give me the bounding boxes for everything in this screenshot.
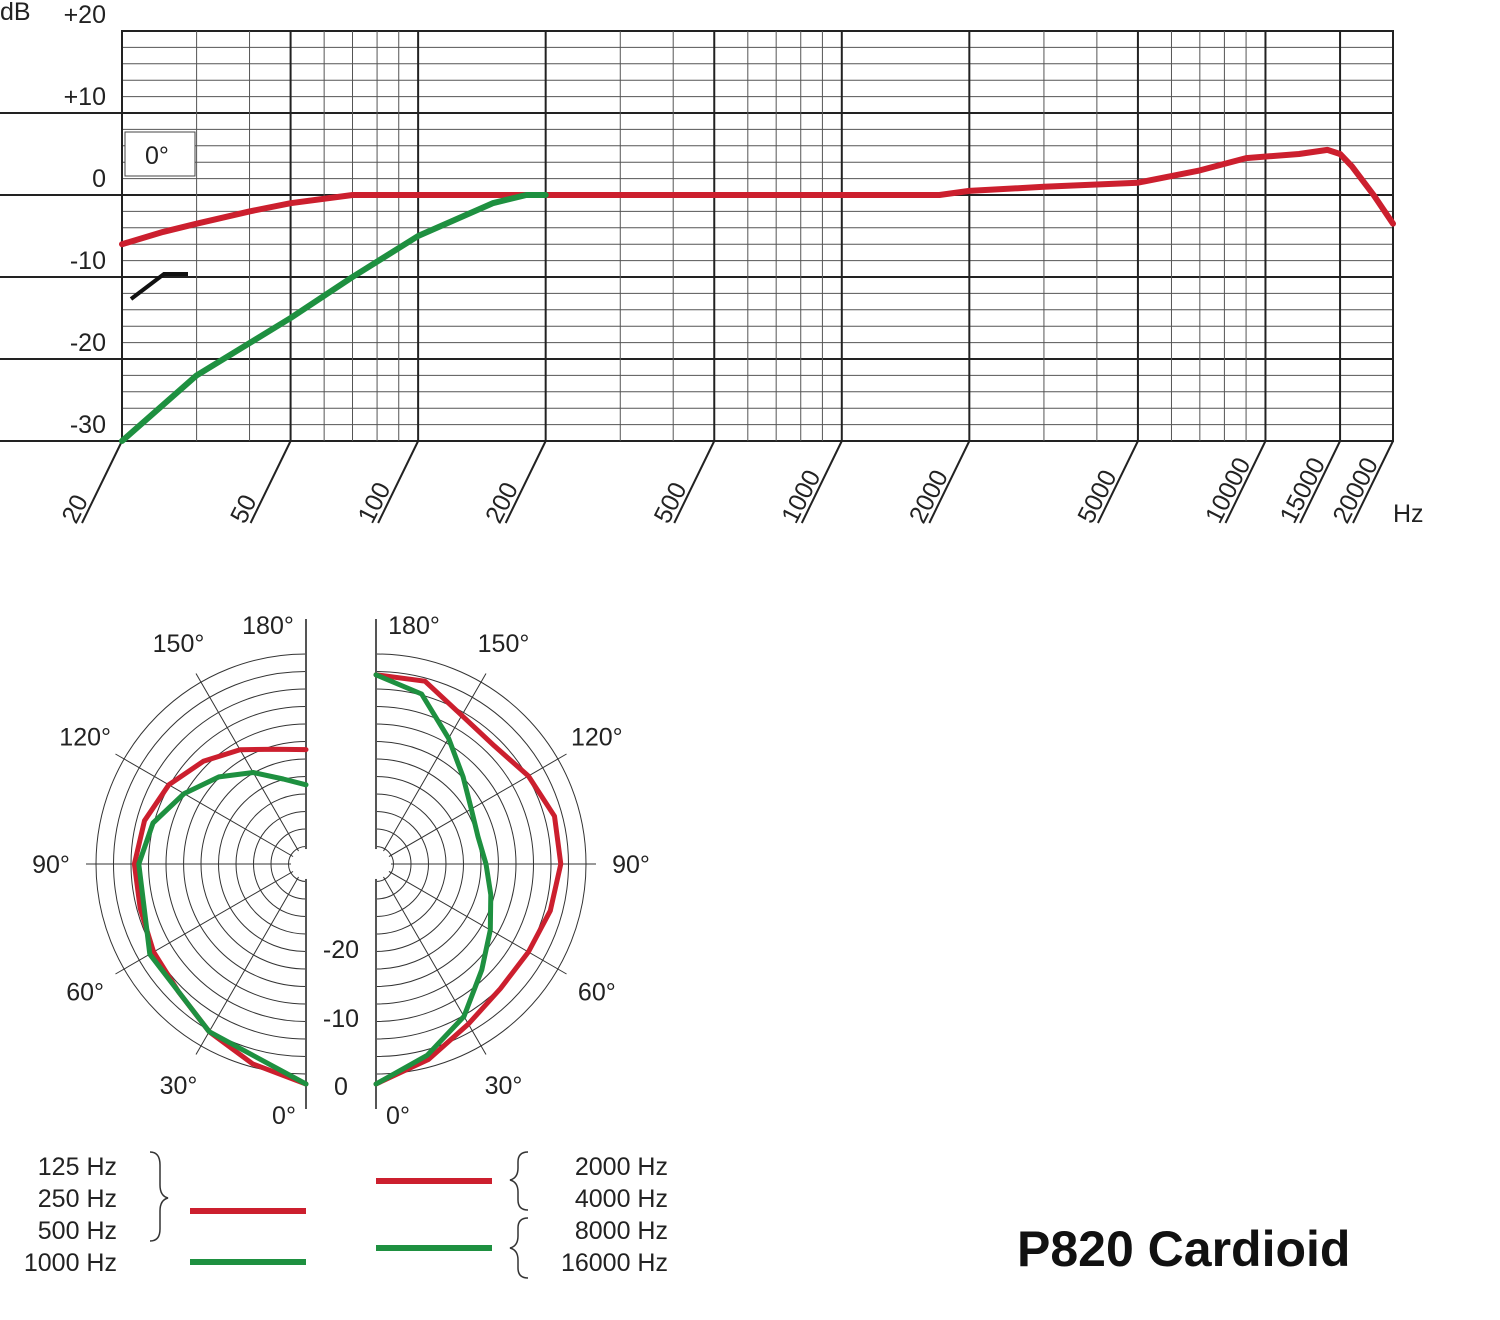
x-tick-leader [249,440,292,524]
polar-radial-labels: -20 -10 0 [323,936,359,1101]
polar-grid [86,619,596,1109]
polar-angle-label: 0° [272,1102,296,1130]
y-tick-labels: +20 +10 0 -10 -20 -30 [64,1,106,439]
angle-label-box [124,131,196,177]
polar-angle-label: 30° [160,1072,198,1100]
x-tick-label: 1000 [776,465,826,527]
polar-series [131,672,564,1087]
x-axis-unit: Hz [1393,500,1424,528]
x-tick-leader [81,440,123,524]
y-tick-label: -10 [70,247,106,275]
legend-right-label: 16000 Hz [561,1249,668,1277]
legend-right-brace-2 [509,1217,529,1279]
frequency-response-chart: 0° +20 +10 0 -10 -20 -30 dB 20 50 100 200 500 1000… [0,0,1424,528]
polar-spoke [195,863,307,1055]
response-curve-green [119,192,549,444]
plot-area [121,30,1394,442]
legend-right-label: 2000 Hz [575,1153,668,1181]
polar-spoke [195,673,307,865]
x-tick-leader [1299,440,1341,524]
polar-angle-label: 60° [66,979,104,1007]
right-polar-grid [361,619,596,1109]
legend-right-brace-1 [509,1151,529,1211]
legend-right-label: 4000 Hz [575,1185,668,1213]
legend-left-label: 1000 Hz [24,1249,117,1277]
y-tick-label: -20 [70,329,106,357]
polar-angle-label: 120° [571,724,623,752]
polar-center [361,849,391,879]
legend-left-label: 125 Hz [38,1153,117,1181]
legend-left-brace [149,1151,169,1242]
y-axis-unit: dB [0,0,31,26]
x-tick-leader [800,440,843,524]
x-tick-label: 200 [480,478,524,528]
polar-radial-label: -10 [323,1005,359,1033]
polar-angle-label: 150° [478,630,530,658]
y-tick-label: -30 [70,411,106,439]
polar-angle-label: 60° [578,979,616,1007]
polar-angle-label: 150° [153,630,205,658]
x-tick-label: 50 [225,490,263,527]
legend: 125 Hz 250 Hz 500 Hz 1000 Hz 2000 Hz 400… [24,1151,668,1279]
polar-angle-label: 30° [485,1072,523,1100]
polar-angle-label: 120° [59,724,111,752]
frequency-series [119,146,1396,444]
polar-radial-label: 0 [334,1073,348,1101]
x-tick-leader [504,440,547,524]
polar-spoke [115,863,307,975]
polar-curve [131,746,309,1087]
frequency-grid [0,30,1394,442]
x-tick-label: 15000 [1274,453,1331,528]
y-tick-label: 0 [92,165,106,193]
x-tick-label: 100 [353,478,397,528]
legend-left-label: 250 Hz [38,1185,117,1213]
polar-spoke [375,863,567,975]
polar-angle-label: 0° [386,1102,410,1130]
polar-angle-label: 180° [242,612,294,640]
left-polar-grid [86,619,321,1109]
polar-curve [136,770,309,1087]
polar-pattern-chart: 180° 150° 120° 90° 60° 30° 0° 180° 150° 120° 90° 60… [32,612,650,1130]
legend-left-label: 500 Hz [38,1217,117,1245]
x-tick-label: 5000 [1072,465,1122,527]
x-tick-leader [1352,440,1394,524]
x-tick-leader [673,440,716,524]
x-tick-label: 20000 [1327,453,1384,528]
x-tick-leader [928,440,971,524]
polar-radial-label: -20 [323,936,359,964]
x-tick-leader [377,440,420,524]
polar-center [291,849,321,879]
polar-spoke [375,673,487,865]
angle-label: 0° [145,142,169,170]
x-tick-label: 2000 [904,465,954,527]
polar-curve [373,672,564,1087]
response-curve-red [119,146,1396,248]
x-tick-leader [1224,440,1267,524]
y-tick-label: +10 [64,83,106,111]
model-title: P820 Cardioid [1017,1221,1350,1277]
polar-angle-labels: 180° 150° 120° 90° 60° 30° 0° 180° 150° 120° 90° 60… [32,612,650,1130]
x-tick-label: 20 [56,490,94,527]
legend-right-label: 8000 Hz [575,1217,668,1245]
polar-angle-label: 90° [32,851,70,879]
x-tick-leader [1097,440,1139,524]
polar-angle-label: 90° [612,851,650,879]
polar-curve [373,672,494,1087]
y-tick-label: +20 [64,1,106,29]
x-tick-label: 10000 [1200,453,1257,528]
polar-spoke [115,753,307,865]
x-tick-label: 500 [649,478,693,528]
highpass-filter-icon [129,272,188,301]
polar-angle-label: 180° [388,612,440,640]
